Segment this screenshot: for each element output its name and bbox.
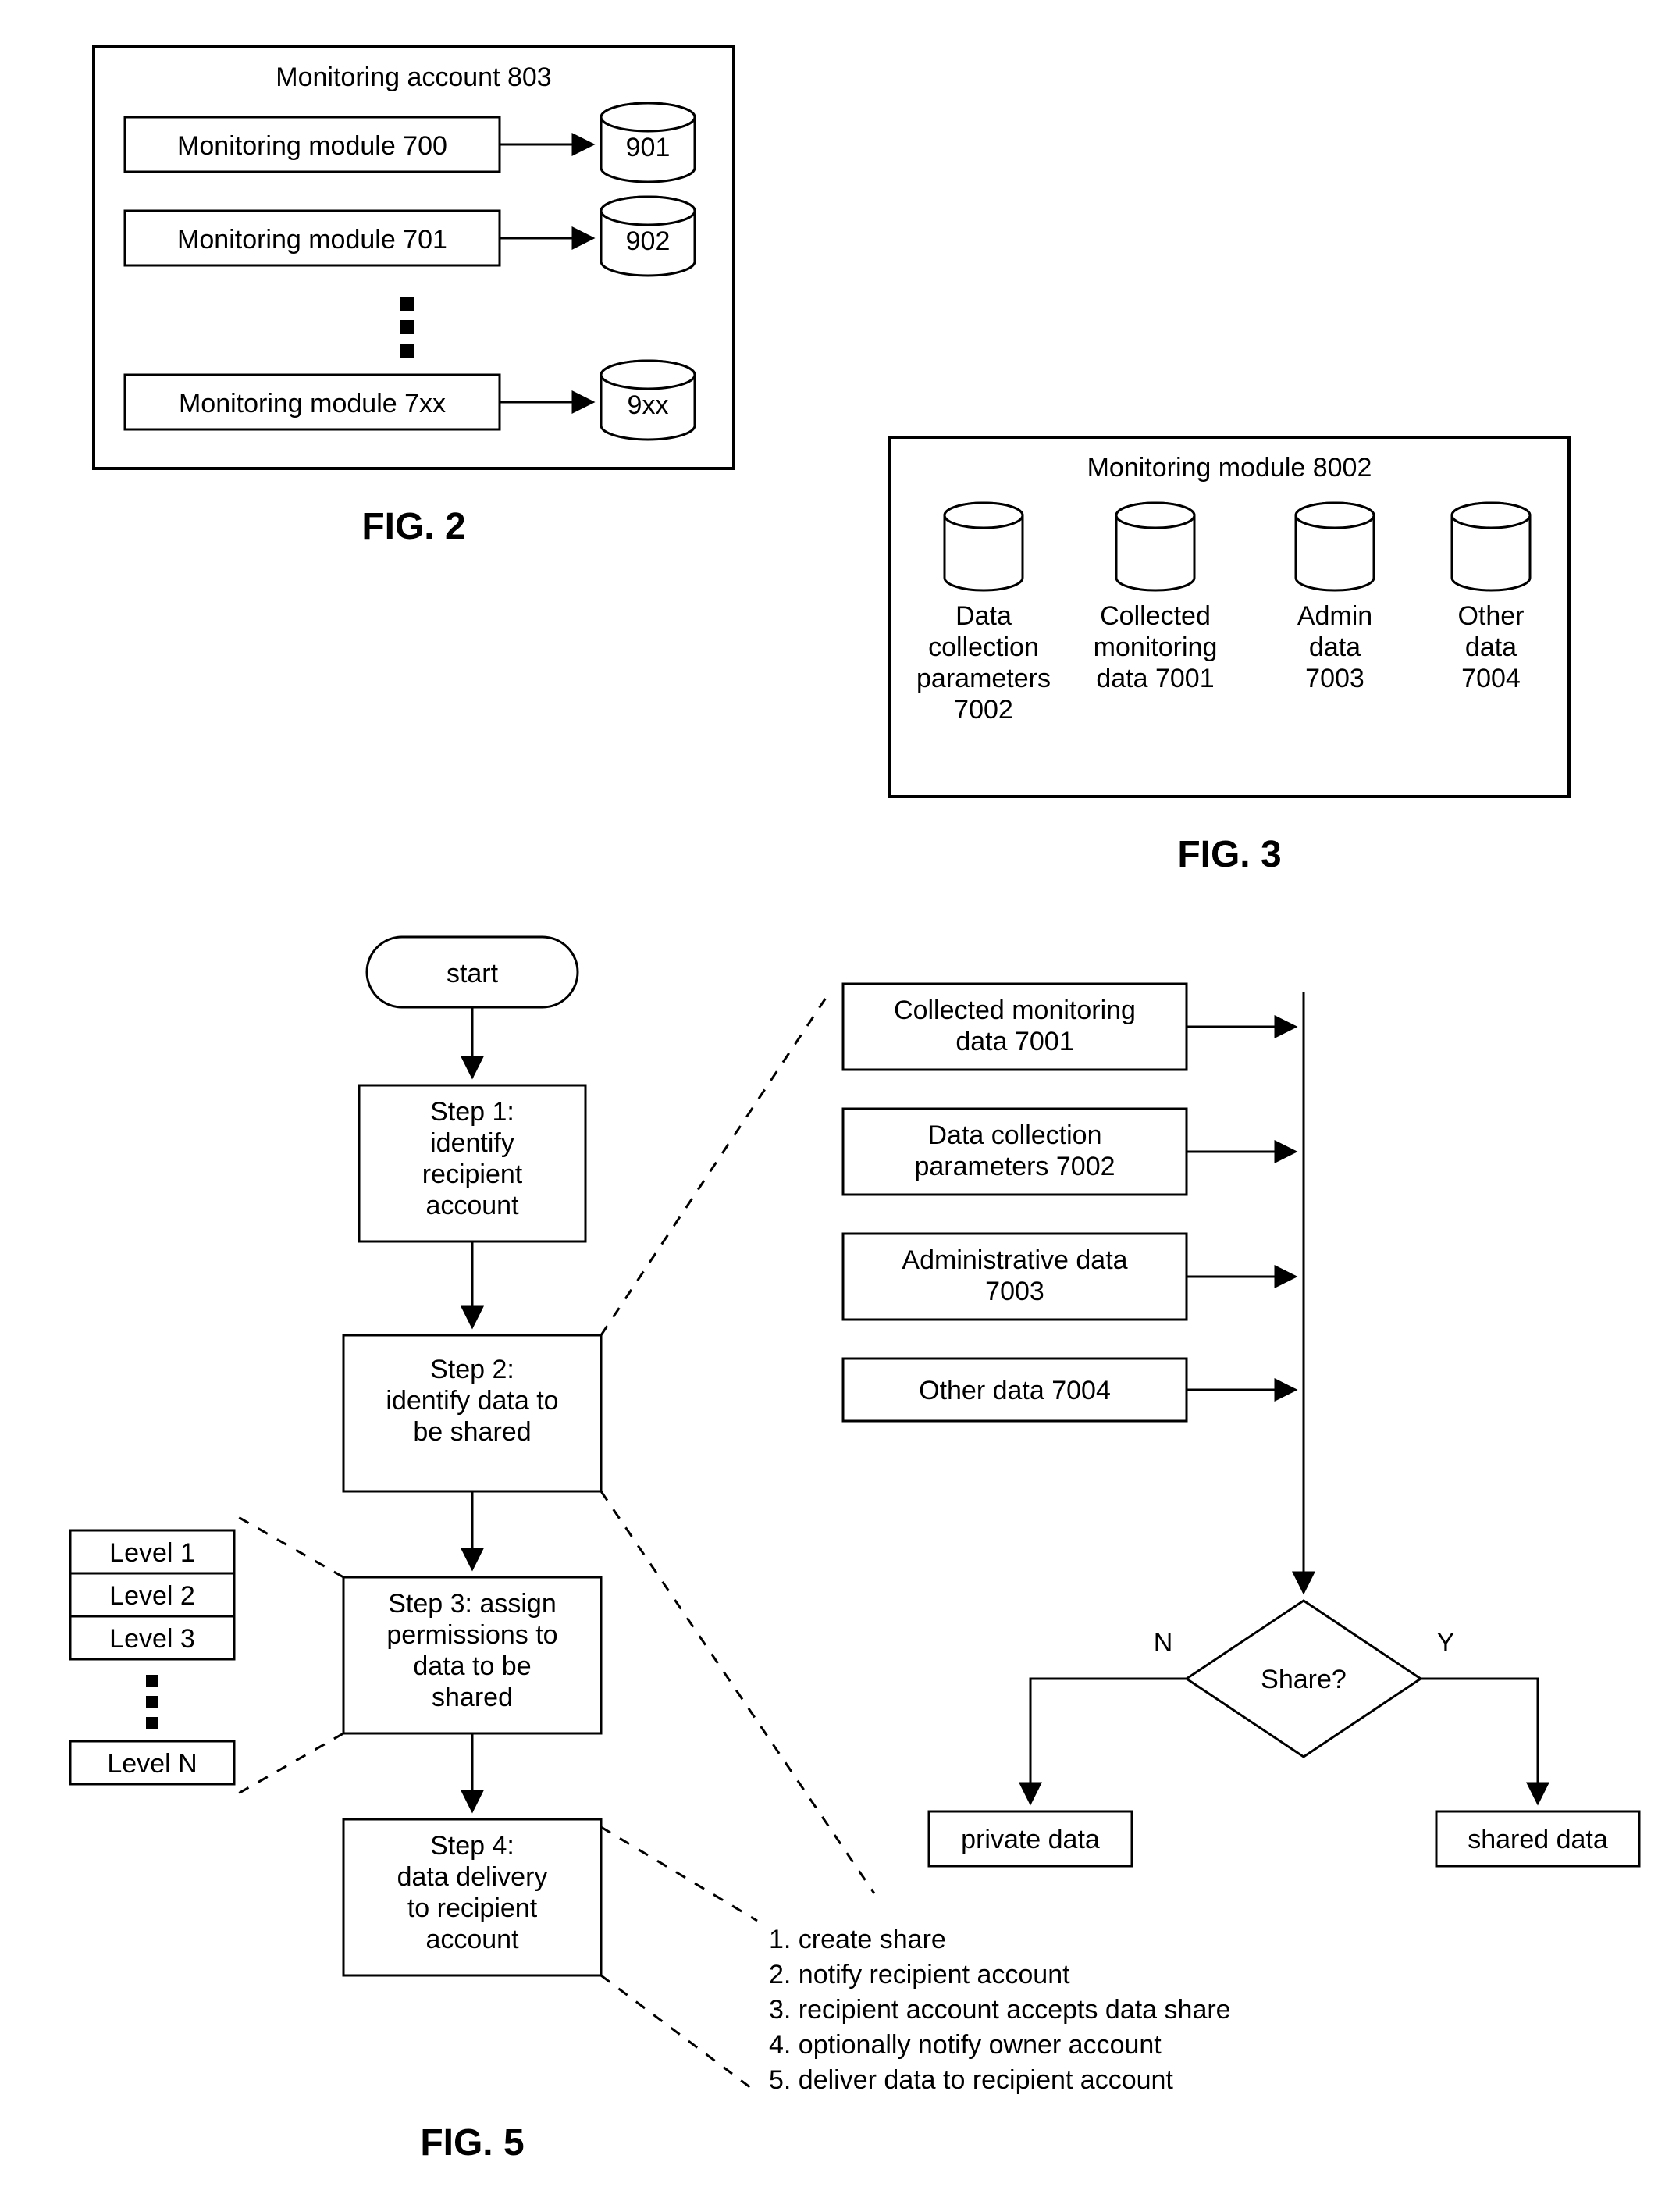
fig2-mod0: Monitoring module 700: [177, 131, 447, 161]
svg-text:7002: 7002: [954, 695, 1013, 725]
fig5: start Step 1: identify recipient account…: [70, 937, 1639, 2164]
fig3: Monitoring module 8002 Data collection p…: [890, 437, 1569, 875]
svg-text:Step 3: assign: Step 3: assign: [388, 1589, 556, 1619]
fig5-share-list: Collected monitoring data 7001 Data coll…: [843, 984, 1296, 1421]
svg-text:7003: 7003: [1305, 664, 1364, 693]
svg-text:Level 2: Level 2: [109, 1581, 195, 1611]
svg-text:Step 4:: Step 4:: [430, 1831, 514, 1861]
fig3-db1-icon: [1116, 503, 1194, 590]
svg-text:identify: identify: [430, 1128, 514, 1158]
fig5-shared: shared data: [1468, 1825, 1608, 1854]
fig2: Monitoring account 803 Monitoring module…: [94, 47, 734, 547]
svg-text:to recipient: to recipient: [407, 1893, 538, 1923]
fig3-db2-icon: [1296, 503, 1374, 590]
svg-text:parameters: parameters: [916, 664, 1051, 693]
fig2-db0: 901: [626, 133, 671, 162]
svg-text:Data: Data: [955, 601, 1012, 631]
svg-text:be shared: be shared: [413, 1417, 531, 1447]
svg-text:Other data 7004: Other data 7004: [919, 1376, 1111, 1405]
svg-text:parameters 7002: parameters 7002: [914, 1152, 1115, 1181]
svg-text:Collected: Collected: [1100, 601, 1211, 631]
fig2-db1: 902: [626, 226, 671, 256]
svg-text:data 7001: data 7001: [1096, 664, 1214, 693]
svg-text:7003: 7003: [985, 1277, 1044, 1306]
svg-text:account: account: [425, 1925, 519, 1954]
svg-text:Level N: Level N: [107, 1749, 197, 1779]
svg-text:Level 1: Level 1: [109, 1538, 195, 1568]
svg-text:Step 1:: Step 1:: [430, 1097, 514, 1127]
svg-text:Admin: Admin: [1297, 601, 1372, 631]
fig5-start: start: [447, 959, 499, 988]
svg-text:7004: 7004: [1461, 664, 1521, 693]
svg-text:Y: Y: [1437, 1628, 1455, 1658]
fig5-caption: FIG. 5: [420, 2122, 524, 2164]
svg-text:data to be: data to be: [413, 1651, 531, 1681]
svg-text:recipient: recipient: [422, 1159, 523, 1189]
svg-text:data: data: [1465, 632, 1517, 662]
fig3-title: Monitoring module 8002: [1087, 453, 1372, 483]
fig2-mod1: Monitoring module 701: [177, 225, 447, 255]
fig2-title: Monitoring account 803: [276, 62, 551, 92]
svg-text:Step 2:: Step 2:: [430, 1355, 514, 1384]
fig2-caption: FIG. 2: [361, 506, 465, 547]
svg-text:Administrative data: Administrative data: [902, 1245, 1127, 1275]
fig5-decision: Share?: [1261, 1665, 1347, 1694]
fig3-caption: FIG. 3: [1177, 834, 1281, 875]
svg-text:Level 3: Level 3: [109, 1624, 195, 1654]
svg-text:monitoring: monitoring: [1094, 632, 1218, 662]
svg-text:identify data to: identify data to: [386, 1386, 558, 1416]
fig5-private: private data: [961, 1825, 1100, 1854]
svg-text:collection: collection: [928, 632, 1039, 662]
svg-text:1. create share: 1. create share: [769, 1925, 946, 1954]
svg-text:Collected monitoring: Collected monitoring: [894, 996, 1136, 1025]
fig3-db0-icon: [945, 503, 1023, 590]
svg-text:3. recipient account accepts d: 3. recipient account accepts data share: [769, 1995, 1231, 2025]
svg-text:shared: shared: [432, 1683, 513, 1712]
svg-text:permissions to: permissions to: [386, 1620, 557, 1650]
svg-text:data: data: [1309, 632, 1361, 662]
fig2-db2: 9xx: [628, 390, 669, 420]
svg-text:Data collection: Data collection: [927, 1120, 1101, 1150]
svg-text:Other: Other: [1457, 601, 1524, 631]
svg-text:N: N: [1154, 1628, 1173, 1658]
svg-text:account: account: [425, 1191, 519, 1220]
svg-text:4. optionally notify owner acc: 4. optionally notify owner account: [769, 2030, 1162, 2060]
fig2-mod2: Monitoring module 7xx: [179, 389, 446, 419]
svg-text:2. notify recipient account: 2. notify recipient account: [769, 1960, 1070, 1989]
svg-text:data 7001: data 7001: [955, 1027, 1073, 1056]
fig3-db3-icon: [1452, 503, 1530, 590]
svg-text:5. deliver data to recipient a: 5. deliver data to recipient account: [769, 2065, 1173, 2095]
svg-text:data delivery: data delivery: [397, 1862, 548, 1892]
